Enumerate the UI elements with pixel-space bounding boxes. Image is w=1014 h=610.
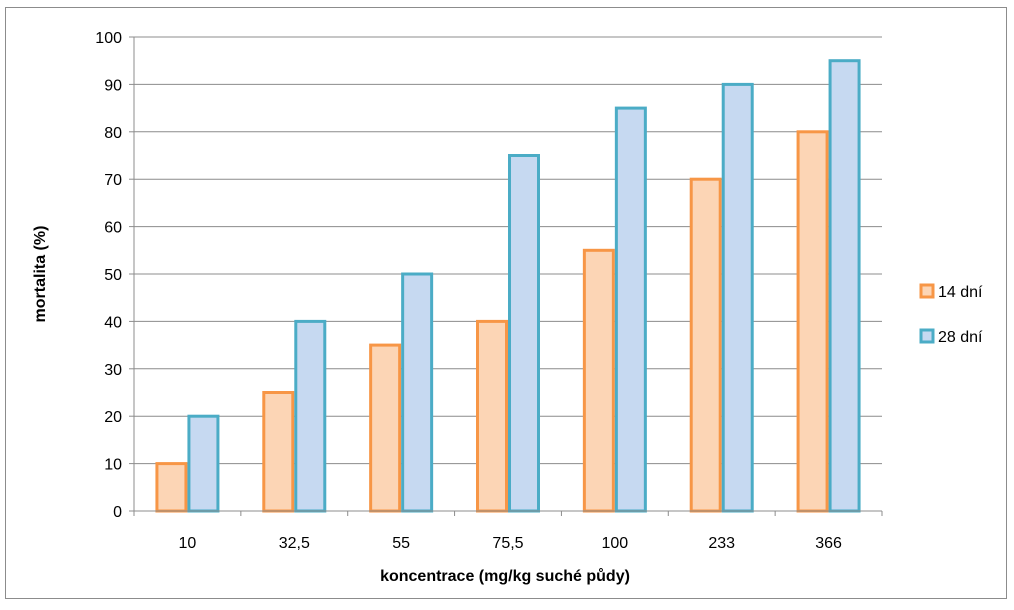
bar-28-3 [508,154,540,513]
bar-28-1 [294,319,327,513]
x-tick-label: 75,5 [492,535,523,552]
bar-28-2 [401,272,434,513]
y-axis-title: mortalita (%) [32,226,49,323]
y-tick-label: 70 [104,172,122,189]
bar-14-0 [155,462,188,513]
legend-label-28: 28 dní [938,329,983,346]
y-tick-label: 50 [104,267,122,284]
x-axis-title: koncentrace (mg/kg suché půdy) [380,568,630,585]
bars [155,59,861,513]
x-tick-label: 32,5 [279,535,310,552]
y-tick-label: 80 [104,125,122,142]
x-tick-label: 100 [602,535,629,552]
bar-28-6 [828,59,861,513]
y-tick-label: 40 [104,314,122,331]
y-tick-label: 100 [95,30,122,47]
y-tick-label: 0 [113,504,122,521]
bar-14-1 [262,391,295,513]
bar-14-3 [476,319,508,513]
y-tick-label: 60 [104,220,122,237]
legend-swatch-28 [919,328,935,344]
bar-14-2 [369,343,402,513]
x-tick-label: 55 [392,535,410,552]
y-tick-label: 90 [104,77,122,94]
y-tick-label: 10 [104,457,122,474]
bar-14-6 [796,130,829,513]
bar-14-5 [689,177,722,513]
y-tick-labels: 0 10 20 30 40 50 60 70 80 90 100 [95,30,134,521]
x-tick-labels: 10 32,5 55 75,5 100 233 366 [133,511,883,552]
x-tick-label: 10 [179,535,197,552]
gridlines [134,36,882,465]
bar-28-4 [614,106,647,513]
y-tick-label: 20 [104,409,122,426]
bar-14-4 [582,248,615,513]
y-tick-label: 30 [104,362,122,379]
legend: 14 dní 28 dní [919,283,983,346]
x-tick-label: 233 [708,535,735,552]
legend-swatch-14 [919,283,935,299]
x-tick-label: 366 [815,535,842,552]
legend-label-14: 14 dní [938,284,983,301]
bar-28-0 [187,414,220,513]
bar-28-5 [721,82,754,513]
